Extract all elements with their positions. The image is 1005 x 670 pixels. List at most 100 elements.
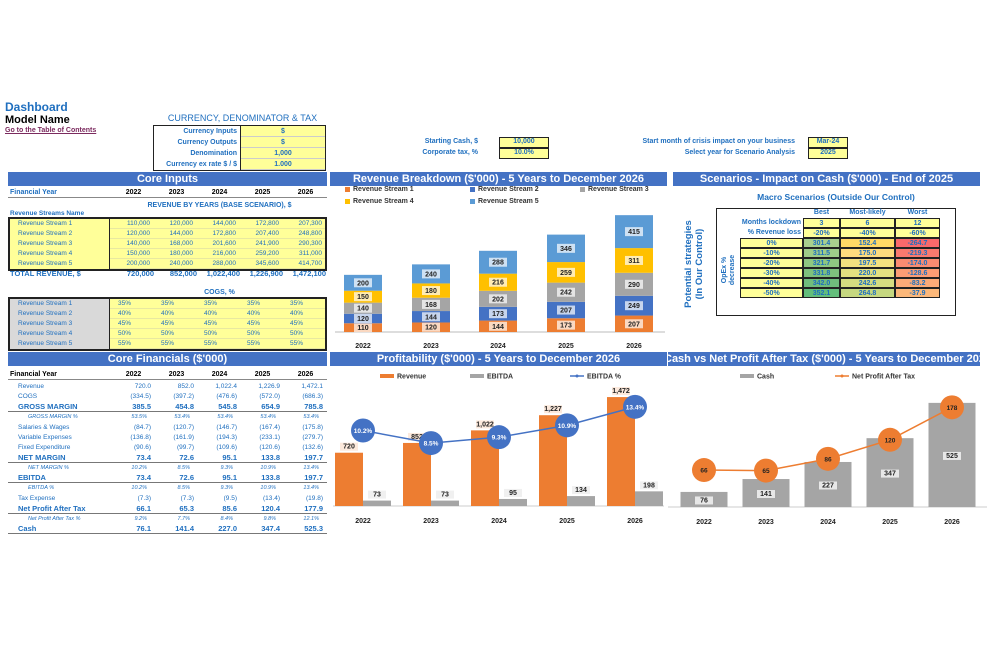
input-cell[interactable]: 311,000	[282, 249, 325, 259]
input-cell[interactable]: 345,600	[239, 259, 282, 269]
input-cell[interactable]: 45%	[153, 319, 196, 329]
financials-row-label: Cash	[18, 523, 37, 533]
scenario-cash-cell: -264.7	[895, 238, 940, 248]
currency-row-value[interactable]: 1,000	[241, 148, 325, 159]
core-inputs-header: Core Inputs	[8, 172, 327, 186]
input-cell[interactable]: 35%	[239, 299, 282, 309]
stream-name[interactable]: Revenue Stream 3	[10, 239, 110, 249]
input-cell[interactable]: 50%	[282, 329, 325, 339]
stream-name[interactable]: Revenue Stream 3	[10, 319, 110, 329]
input-cell[interactable]: 240,000	[153, 259, 196, 269]
input-cell[interactable]: 35%	[110, 299, 153, 309]
input-cell[interactable]: 207,400	[239, 229, 282, 239]
revenue-loss-value[interactable]: -40%	[840, 228, 895, 238]
months-lockdown-value[interactable]: 6	[840, 218, 895, 228]
input-cell[interactable]: 35%	[196, 299, 239, 309]
input-cell[interactable]: 55%	[239, 339, 282, 349]
currency-row-value[interactable]: $	[241, 126, 325, 137]
opex-decrease-value[interactable]: -40%	[740, 278, 803, 288]
data-label: 290	[628, 282, 640, 289]
input-cell[interactable]: 172,800	[196, 229, 239, 239]
stream-name[interactable]: Revenue Stream 1	[10, 299, 110, 309]
data-label-bg	[408, 432, 426, 441]
currency-row-value[interactable]: 1.000	[241, 159, 325, 170]
input-cell[interactable]: 50%	[196, 329, 239, 339]
months-lockdown-value[interactable]: 3	[803, 218, 840, 228]
input-cell[interactable]: 290,300	[282, 239, 325, 249]
input-cell[interactable]: 144,000	[153, 229, 196, 239]
financials-cell: 72.6	[179, 452, 194, 462]
input-cell[interactable]: 50%	[239, 329, 282, 339]
dashboard-title: Dashboard	[5, 100, 68, 114]
stream-name[interactable]: Revenue Stream 2	[10, 229, 110, 239]
opex-decrease-value[interactable]: -10%	[740, 248, 803, 258]
input-cell[interactable]: 45%	[282, 319, 325, 329]
input-cell[interactable]: 144,000	[196, 219, 239, 229]
opex-decrease-value[interactable]: 0%	[740, 238, 803, 248]
input-cell[interactable]: 40%	[153, 309, 196, 319]
input-cell[interactable]: 40%	[239, 309, 282, 319]
input-cell[interactable]: 216,000	[196, 249, 239, 259]
input-cell[interactable]: 201,600	[196, 239, 239, 249]
crisis-start-input[interactable]: Mar-24	[808, 137, 848, 148]
input-cell[interactable]: 180,000	[153, 249, 196, 259]
input-cell[interactable]: 55%	[153, 339, 196, 349]
revenue-loss-value[interactable]: -20%	[803, 228, 840, 238]
input-cell[interactable]: 200,000	[110, 259, 153, 269]
stream-name[interactable]: Revenue Stream 1	[10, 219, 110, 229]
stream-name[interactable]: Revenue Stream 2	[10, 309, 110, 319]
revenue-loss-value[interactable]: -60%	[895, 228, 940, 238]
input-cell[interactable]: 40%	[110, 309, 153, 319]
profitability-header: Profitability ($'000) - 5 Years to Decem…	[330, 352, 667, 366]
input-cell[interactable]: 414,700	[282, 259, 325, 269]
input-cell[interactable]: 55%	[196, 339, 239, 349]
input-cell[interactable]: 172,800	[239, 219, 282, 229]
potential-strategies-label: Potential strategies (In Our Control)	[679, 214, 709, 314]
financials-row-label: NET MARGIN	[18, 452, 66, 462]
scenario-year-label: Select year for Scenario Analysis	[684, 149, 795, 156]
table-of-contents-link[interactable]: Go to the Table of Contents	[5, 127, 97, 134]
data-label-bg	[625, 319, 643, 329]
financials-row: GROSS MARGIN 385.5 454.8 545.8 654.9 785.8	[8, 402, 327, 413]
input-cell[interactable]: 241,900	[239, 239, 282, 249]
crisis-start-label: Start month of crisis impact on your bus…	[642, 138, 795, 145]
input-cell[interactable]: 35%	[153, 299, 196, 309]
corporate-tax-input[interactable]: 10.0%	[499, 148, 549, 159]
starting-cash-input[interactable]: 10,000	[499, 137, 549, 148]
opex-decrease-value[interactable]: -20%	[740, 258, 803, 268]
financials-cell: 53.4%	[174, 414, 190, 421]
financials-row: EBITDA 73.4 72.6 95.1 133.8 197.7	[8, 473, 327, 484]
currency-row-value[interactable]: $	[241, 137, 325, 148]
input-cell[interactable]: 45%	[239, 319, 282, 329]
input-cell[interactable]: 40%	[196, 309, 239, 319]
opex-decrease-value[interactable]: -30%	[740, 268, 803, 278]
input-cell[interactable]: 50%	[110, 329, 153, 339]
input-cell[interactable]: 45%	[110, 319, 153, 329]
input-cell[interactable]: 50%	[153, 329, 196, 339]
stream-name[interactable]: Revenue Stream 5	[10, 259, 110, 269]
input-cell[interactable]: 110,000	[110, 219, 153, 229]
input-cell[interactable]: 55%	[282, 339, 325, 349]
input-cell[interactable]: 207,300	[282, 219, 325, 229]
scenario-cash-cell: 342.0	[803, 278, 840, 288]
input-cell[interactable]: 259,200	[239, 249, 282, 259]
year: 2024	[211, 371, 228, 378]
input-cell[interactable]: 140,000	[110, 239, 153, 249]
input-cell[interactable]: 248,800	[282, 229, 325, 239]
input-cell[interactable]: 55%	[110, 339, 153, 349]
input-cell[interactable]: 120,000	[153, 219, 196, 229]
input-cell[interactable]: 288,000	[196, 259, 239, 269]
input-cell[interactable]: 150,000	[110, 249, 153, 259]
financials-cell: (132.6)	[302, 443, 323, 451]
months-lockdown-value[interactable]: 12	[895, 218, 940, 228]
stream-name[interactable]: Revenue Stream 4	[10, 249, 110, 259]
input-cell[interactable]: 35%	[282, 299, 325, 309]
input-cell[interactable]: 45%	[196, 319, 239, 329]
stream-name[interactable]: Revenue Stream 5	[10, 339, 110, 349]
opex-decrease-value[interactable]: -50%	[740, 288, 803, 298]
input-cell[interactable]: 168,000	[153, 239, 196, 249]
stream-name[interactable]: Revenue Stream 4	[10, 329, 110, 339]
input-cell[interactable]: 40%	[282, 309, 325, 319]
input-cell[interactable]: 120,000	[110, 229, 153, 239]
scenario-year-select[interactable]: 2025	[808, 148, 848, 159]
